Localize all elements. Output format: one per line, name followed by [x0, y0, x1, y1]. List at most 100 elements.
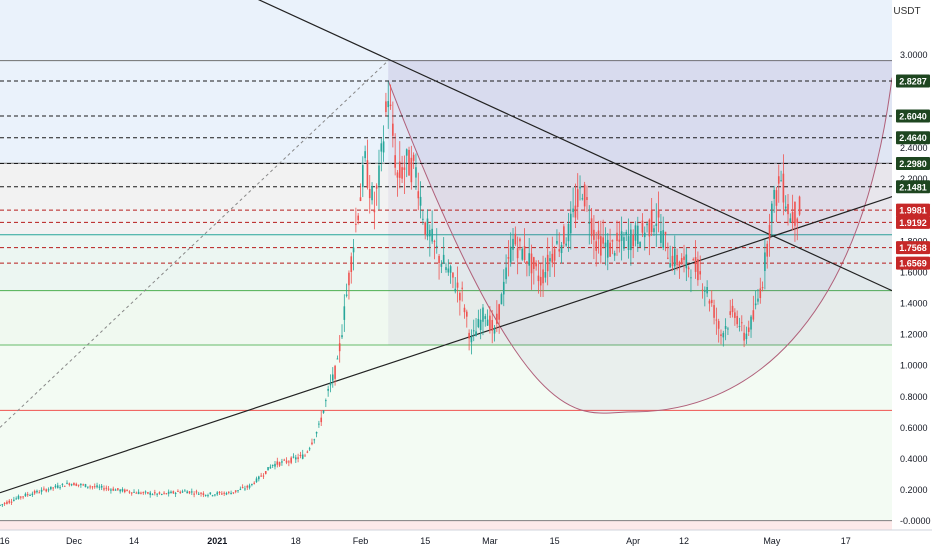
candle-body [687, 267, 690, 270]
candle-body [597, 230, 600, 240]
candle-body [526, 261, 528, 264]
candle-body [225, 493, 228, 495]
candle-body [352, 247, 355, 253]
price-axis[interactable]: 3.00002.20002.40002.00001.80001.60001.40… [892, 0, 932, 550]
candle-body [660, 231, 662, 243]
x-tick-label: Apr [626, 536, 640, 546]
candle-body [158, 492, 161, 494]
candle-body [82, 484, 85, 486]
candle-body [563, 226, 565, 244]
candle-body [98, 486, 101, 488]
price-label-box [896, 109, 930, 123]
candle-body [299, 455, 302, 457]
candle-body [177, 490, 179, 492]
candle-body [472, 330, 475, 332]
candle-body [174, 492, 177, 495]
candle-body [627, 236, 630, 250]
candle-body [754, 303, 757, 306]
candle-body [223, 492, 225, 494]
candle-body [163, 492, 165, 494]
candle-body [708, 300, 711, 304]
candle-body [699, 271, 702, 275]
candle-body [160, 494, 163, 496]
candle-body [140, 492, 142, 494]
candle-body [632, 234, 634, 247]
y-tick-label: 3.0000 [900, 50, 928, 60]
candle-body [415, 167, 417, 178]
candle-body [128, 491, 131, 493]
candle-body [3, 502, 6, 504]
candle-body [747, 327, 750, 333]
price-label-text: 1.9981 [899, 206, 927, 216]
candle-body [549, 258, 551, 262]
candle-body [678, 261, 681, 267]
candle-body [373, 209, 376, 213]
candle-body [239, 488, 242, 490]
candle-body [341, 335, 343, 338]
candle-body [553, 249, 556, 261]
candle-body [609, 242, 611, 257]
candle-body [482, 307, 484, 322]
candle-body [70, 484, 73, 486]
candle-body [47, 489, 50, 491]
candle-body [142, 492, 145, 494]
candle-body [556, 240, 558, 244]
candle-body [419, 196, 422, 206]
candle-body [389, 104, 392, 106]
candle-body [61, 483, 64, 485]
candle-body [440, 263, 443, 267]
candle-body [232, 492, 235, 494]
candle-body [558, 249, 561, 252]
candle-body [149, 492, 152, 495]
candle-body [512, 238, 514, 250]
candle-body [322, 410, 325, 413]
candle-body [26, 494, 29, 496]
candle-body [251, 483, 253, 485]
candle-body [710, 299, 713, 304]
candle-body [262, 475, 265, 477]
candle-body [193, 493, 195, 495]
candle-body [773, 189, 775, 199]
candle-body [190, 491, 193, 493]
candle-body [791, 212, 794, 223]
candle-body [241, 487, 244, 489]
candle-body [701, 289, 704, 291]
time-axis[interactable]: 16 Dec 14 2021 18 Feb 15 Mar 15 Apr 12 May 17 [0, 529, 932, 550]
candle-body [507, 257, 510, 259]
candle-body [371, 185, 373, 201]
candle-body [590, 218, 593, 237]
candle-body [45, 489, 48, 492]
candle-body [24, 493, 27, 497]
candle-body [745, 333, 748, 340]
candle-body [123, 489, 126, 493]
cup-fill [388, 60, 892, 414]
candle-body [313, 439, 316, 441]
candle-body [574, 205, 577, 218]
candle-body [195, 491, 198, 493]
candle-body [650, 210, 653, 232]
candle-body [546, 254, 549, 272]
candle-body [288, 461, 290, 463]
candle-body [398, 161, 401, 178]
price-label-text: 1.9192 [899, 218, 927, 228]
candle-body [662, 230, 665, 248]
candle-body [87, 486, 89, 488]
candle-body [334, 365, 336, 379]
candle-body [576, 189, 579, 207]
candle-body [757, 298, 759, 302]
candle-body [606, 239, 609, 258]
candle-body [294, 457, 297, 460]
candle-body [535, 262, 537, 267]
candle-body [523, 246, 526, 261]
candle-body [93, 486, 96, 488]
candle-body [204, 494, 207, 496]
candle-body [496, 313, 498, 324]
candle-body [655, 223, 658, 227]
candle-body [727, 328, 729, 330]
candle-body [329, 383, 332, 386]
candle-body [165, 493, 168, 495]
x-tick-label: 14 [129, 536, 139, 546]
candle-body [110, 489, 112, 491]
